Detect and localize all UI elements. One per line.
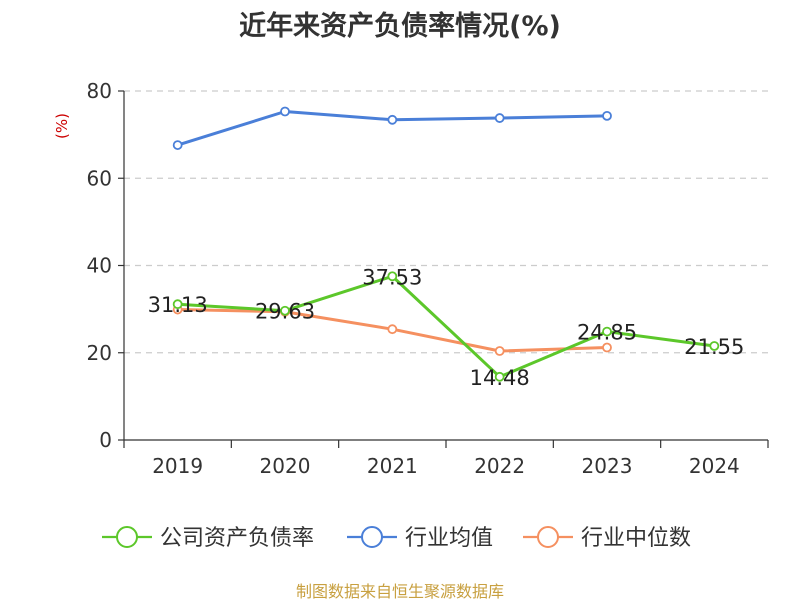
chart-title: 近年来资产负债率情况(%) (239, 11, 561, 42)
y-tick-label: 80 (87, 79, 112, 103)
axes: 0 20 40 60 80 2019 2020 2021 2022 2023 2024 (%) (53, 79, 769, 478)
x-tick-label: 2023 (582, 454, 633, 478)
data-point (602, 342, 612, 353)
y-tick-label: 40 (87, 254, 112, 278)
y-tick-label: 0 (99, 428, 112, 452)
data-point (602, 326, 612, 337)
data-point (387, 324, 398, 335)
data-point (494, 346, 505, 356)
data-point (280, 106, 290, 117)
legend-swatch-marker (361, 526, 383, 548)
y-tick-label: 60 (87, 166, 112, 190)
legend-label: 行业中位数 (581, 526, 691, 551)
legend-item: 行业均值 (347, 526, 493, 551)
x-tick-label: 2022 (474, 454, 525, 478)
legend-label: 行业均值 (405, 526, 493, 551)
data-point (494, 113, 505, 123)
data-point (602, 110, 612, 121)
data-label: 37.53 (362, 265, 422, 289)
y-tick-label: 20 (87, 341, 112, 365)
legend-item: 公司资产负债率 (102, 526, 314, 551)
grid-lines (124, 90, 768, 354)
y-axis-label: (%) (53, 113, 71, 139)
legend-swatch-marker (537, 526, 559, 548)
data-label: 21.55 (684, 335, 744, 359)
x-tick-label: 2021 (367, 454, 418, 478)
x-tick-label: 2019 (152, 454, 203, 478)
x-tick-label: 2024 (689, 454, 740, 478)
data-point (280, 305, 290, 316)
legend-label: 公司资产负债率 (160, 526, 314, 551)
data-point (494, 371, 505, 382)
data-point (172, 299, 183, 310)
data-label: 14.48 (470, 366, 530, 390)
data-point (387, 114, 398, 125)
data-point (172, 140, 183, 150)
legend-item: 行业中位数 (523, 526, 691, 551)
legend-swatch-marker (116, 526, 138, 548)
series-lines (172, 106, 720, 382)
series-line (177, 274, 715, 379)
legend: 公司资产负债率 行业均值 行业中位数 (102, 526, 691, 551)
data-label: 24.85 (577, 321, 637, 345)
data-label: 29.63 (255, 300, 315, 324)
data-source: 制图数据来自恒生聚源数据库 (295, 582, 504, 601)
data-point (709, 341, 720, 351)
x-tick-label: 2020 (260, 454, 311, 478)
data-point (387, 271, 398, 282)
data-labels: 31.13 29.63 37.53 14.48 24.85 21.55 (148, 265, 745, 390)
data-label: 31.13 (148, 293, 208, 317)
